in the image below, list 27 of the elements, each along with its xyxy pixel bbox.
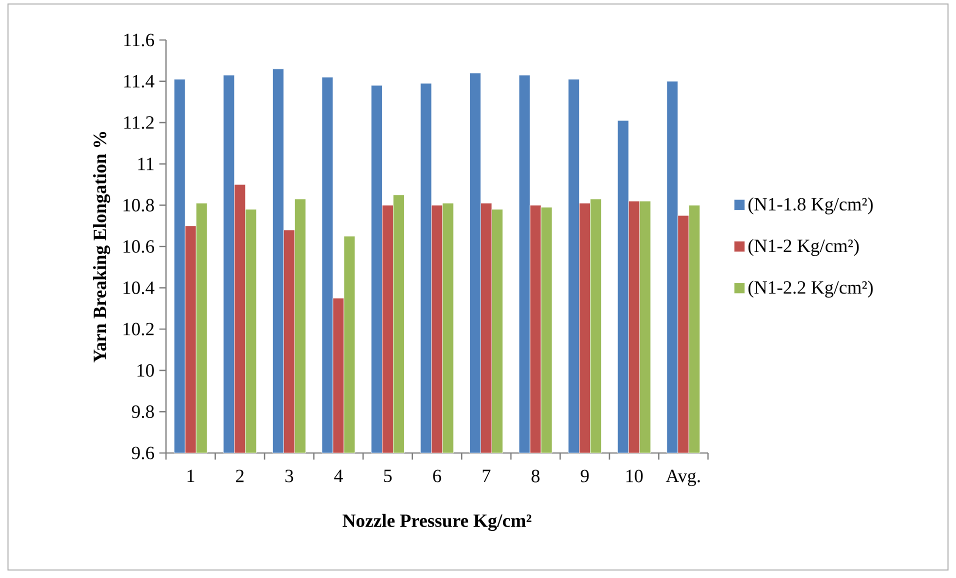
x-tick-label: Avg. <box>666 470 700 486</box>
legend-label: (N1-1.8 Kg/cm²) <box>748 197 873 214</box>
x-tick-label: 3 <box>285 470 294 482</box>
x-tick-label: 7 <box>482 470 490 482</box>
y-tick-label: 11 <box>138 158 154 170</box>
y-tick-label: 11.6 <box>124 34 154 46</box>
y-tick-label: 10.6 <box>124 240 154 253</box>
y-tick-label: 10 <box>138 364 154 377</box>
x-axis-title: Nozzle Pressure Kg/cm² <box>342 514 532 531</box>
x-tick-label: 6 <box>433 470 442 482</box>
x-tick-label: 5 <box>384 470 392 482</box>
x-tick-label: 4 <box>334 470 343 482</box>
x-tick-label: 10 <box>626 470 643 482</box>
y-tick-label: 10.8 <box>124 198 154 212</box>
y-tick-label: 11.4 <box>124 75 154 88</box>
x-tick-label: 8 <box>532 470 540 482</box>
x-tick-label: 2 <box>236 470 244 482</box>
y-tick-label: 10.4 <box>124 281 154 294</box>
y-tick-label: 9.6 <box>132 446 154 460</box>
x-tick-label: 9 <box>580 470 589 482</box>
y-tick-label: 11.2 <box>124 116 154 129</box>
y-tick-label: 9.8 <box>132 405 154 418</box>
legend-label: (N1-2 Kg/cm²) <box>748 239 859 256</box>
legend-label: (N1-2.2 Kg/cm²) <box>748 280 873 298</box>
y-axis-title: Yarn Breaking Elongation % <box>93 132 110 362</box>
y-tick-label: 10.2 <box>124 322 154 336</box>
x-tick-label: 1 <box>188 470 194 482</box>
